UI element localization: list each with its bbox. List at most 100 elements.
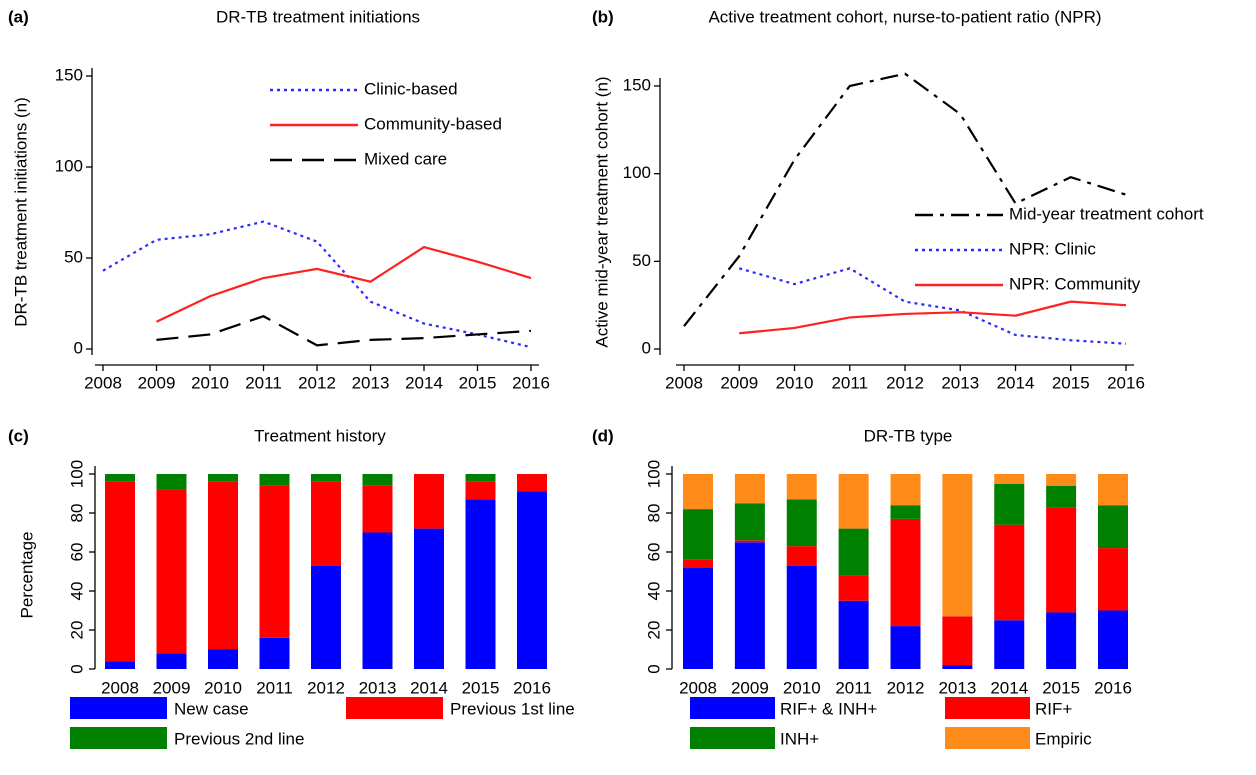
legend-swatch xyxy=(346,697,443,719)
x-tick-label: 2010 xyxy=(204,678,242,697)
y-tick-label: 20 xyxy=(644,621,663,640)
y-tick-label: 150 xyxy=(623,75,651,94)
bar-segment xyxy=(156,489,187,654)
bar-segment xyxy=(259,637,290,669)
legend-label: Community-based xyxy=(364,114,502,133)
panel-label: (c) xyxy=(8,426,29,445)
bar-segment xyxy=(465,481,496,500)
x-tick-label: 2013 xyxy=(938,678,976,697)
y-axis-label: Active mid-year treatment cohort (n) xyxy=(592,76,611,347)
bar-segment xyxy=(734,540,765,543)
bar-segment xyxy=(890,474,921,506)
panel-label: (b) xyxy=(592,7,614,26)
bar-segment xyxy=(1046,612,1077,669)
x-tick-label: 2016 xyxy=(1107,373,1145,392)
y-tick-label: 0 xyxy=(74,338,83,357)
series-line xyxy=(102,220,532,349)
x-tick-label: 2012 xyxy=(886,373,924,392)
y-tick-label: 60 xyxy=(67,543,86,562)
series-line xyxy=(156,245,532,323)
bar-segment xyxy=(465,499,496,669)
bar-segment xyxy=(942,665,973,669)
legend-label: Mixed care xyxy=(364,149,447,168)
bar-segment xyxy=(208,481,238,650)
chart-title: Active treatment cohort, nurse-to-patien… xyxy=(708,7,1101,26)
bar-segment xyxy=(890,505,921,519)
bar-segment xyxy=(1046,507,1077,613)
bar-segment xyxy=(838,474,869,529)
x-tick-label: 2012 xyxy=(887,678,925,697)
legend-label: NPR: Community xyxy=(1009,274,1141,293)
bar-segment xyxy=(362,485,393,533)
x-tick-label: 2016 xyxy=(1094,678,1132,697)
chart-title: DR-TB type xyxy=(864,426,953,445)
bar-segment xyxy=(1098,505,1128,549)
y-tick-label: 50 xyxy=(64,247,83,266)
bar-segment xyxy=(517,491,547,669)
bar-segment xyxy=(208,474,238,482)
x-tick-label: 2011 xyxy=(831,373,868,392)
x-tick-label: 2008 xyxy=(679,678,717,697)
bar-segment xyxy=(105,474,135,482)
x-tick-label: 2012 xyxy=(307,678,345,697)
series-line xyxy=(683,72,1127,327)
x-tick-label: 2010 xyxy=(783,678,821,697)
bar-segment xyxy=(994,474,1025,484)
y-tick-label: 100 xyxy=(644,460,663,488)
panel-label: (a) xyxy=(8,7,29,26)
y-tick-label: 0 xyxy=(642,338,651,357)
bar-segment xyxy=(786,499,817,547)
bar-segment xyxy=(683,474,713,510)
y-tick-label: 40 xyxy=(67,582,86,601)
legend-label: INH+ xyxy=(780,729,819,748)
legend-label: Previous 2nd line xyxy=(174,729,304,748)
bar-segment xyxy=(465,474,496,482)
x-tick-label: 2013 xyxy=(941,373,979,392)
bar-segment xyxy=(786,565,817,669)
bar-segment xyxy=(311,481,341,566)
chart-title: Treatment history xyxy=(254,426,386,445)
bar-segment xyxy=(786,474,817,500)
y-axis-label: DR-TB treatment initiations (n) xyxy=(11,97,30,327)
bar-segment xyxy=(1098,474,1128,506)
bar-segment xyxy=(683,559,713,568)
x-tick-label: 2015 xyxy=(459,373,497,392)
bar-segment xyxy=(208,649,238,669)
y-tick-label: 100 xyxy=(623,163,651,182)
legend-swatch xyxy=(945,697,1030,719)
bar-segment xyxy=(838,600,869,669)
bar-segment xyxy=(1046,485,1077,508)
x-tick-label: 2014 xyxy=(405,373,443,392)
bar-segment xyxy=(311,565,341,669)
x-tick-label: 2015 xyxy=(1042,678,1080,697)
y-tick-label: 50 xyxy=(632,251,651,270)
y-tick-label: 150 xyxy=(55,65,83,84)
x-tick-label: 2013 xyxy=(359,678,397,697)
bar-segment xyxy=(311,474,341,482)
legend-swatch xyxy=(70,697,167,719)
legend-label: Empiric xyxy=(1035,729,1092,748)
series-line xyxy=(739,300,1127,335)
x-tick-label: 2009 xyxy=(731,678,769,697)
bar-segment xyxy=(994,524,1025,621)
x-tick-label: 2010 xyxy=(191,373,229,392)
bar-segment xyxy=(517,474,547,492)
x-tick-label: 2015 xyxy=(462,678,500,697)
legend-label: New case xyxy=(174,699,249,718)
y-tick-label: 40 xyxy=(644,582,663,601)
bar-segment xyxy=(734,503,765,541)
bar-segment xyxy=(942,616,973,666)
x-tick-label: 2009 xyxy=(138,373,176,392)
legend-swatch xyxy=(690,697,775,719)
x-tick-label: 2008 xyxy=(84,373,122,392)
x-tick-label: 2011 xyxy=(835,678,872,697)
bar-segment xyxy=(734,542,765,669)
bar-segment xyxy=(156,474,187,490)
bar-segment xyxy=(259,485,290,638)
bar-segment xyxy=(994,483,1025,525)
bar-segment xyxy=(156,653,187,669)
x-tick-label: 2008 xyxy=(665,373,703,392)
bar-segment xyxy=(105,481,135,662)
legend-label: RIF+ xyxy=(1035,699,1072,718)
